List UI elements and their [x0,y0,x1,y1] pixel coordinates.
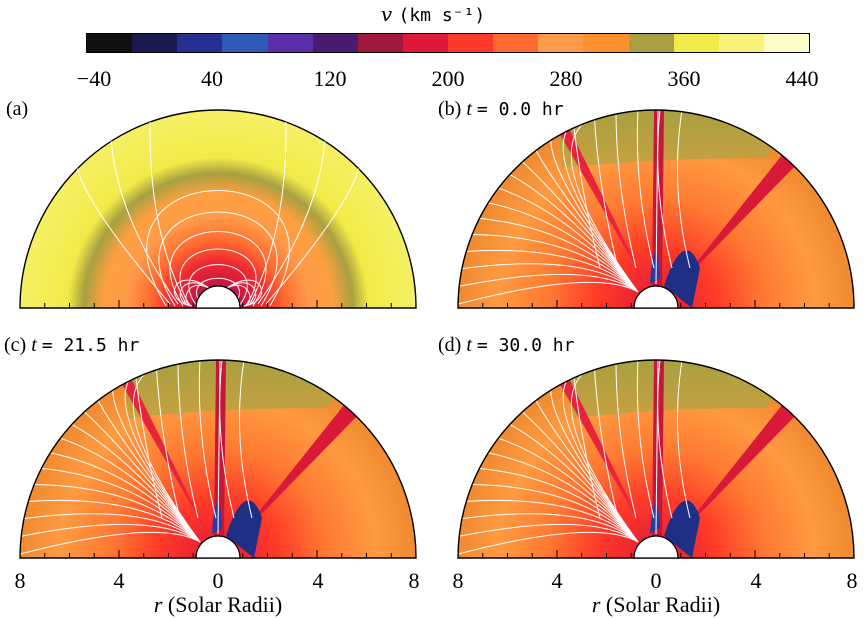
axis-ticks [19,300,417,309]
colorbar-tick-label: 360 [667,66,701,91]
x-tick-right-8b: 8 [846,568,858,593]
panel-c-time-variable: t [31,334,37,356]
field-lines [458,110,691,305]
x-tick-right-8: 8 [452,568,464,593]
colorbar-segment [628,34,674,52]
colorbar-tick-label: 200 [431,66,465,91]
colorbar-segment [718,34,764,52]
velocity-field [20,360,416,558]
colorbar-segment [673,34,719,52]
x-axis-label-right: r (Solar Radii) [592,592,720,618]
colorbar-title-unit: (km s⁻¹) [398,5,486,26]
panel-c-velocity-map [19,359,417,559]
velocity-field [19,109,417,309]
axis-ticks [19,550,417,559]
colorbar-segment [177,34,223,52]
sun-disk [195,535,241,559]
x-axis-label-left: r (Solar Radii) [154,592,282,618]
axis-ticks [457,550,855,559]
colorbar-segment [448,34,494,52]
colorbar-segment [763,34,809,52]
x-tick-right-4b: 4 [750,568,762,593]
x-tick-left-0: 0 [212,568,224,593]
panel-b-time-variable: t [466,98,472,120]
panel-d-letter: (d) [438,334,462,356]
colorbar-tick-label: −40 [76,66,112,91]
colorbar-segment [267,34,313,52]
panel-a-velocity-map [19,109,417,309]
panel-c-letter: (c) [4,334,27,356]
panel-b-time: = 0.0 hr [476,99,564,120]
panel-b-letter: (b) [438,98,462,120]
panel-d-time-variable: t [466,334,472,356]
colorbar-tick-label: 280 [549,66,583,91]
colorbar [86,33,810,53]
x-tick-left-8b: 8 [408,568,420,593]
x-tick-right-0: 0 [650,568,662,593]
colorbar-segment [87,34,133,52]
panel-d-label: (d) t = 30.0 hr [438,334,574,357]
colorbar-segment [583,34,629,52]
colorbar-tick-label: 440 [785,66,819,91]
axis-ticks [457,300,855,309]
colorbar-segment [312,34,358,52]
colorbar-segment [493,34,539,52]
x-axis-label-right-text: (Solar Radii) [605,592,721,617]
panel-d-time: = 30.0 hr [476,335,575,356]
colorbar-segment [402,34,448,52]
velocity-field [458,360,854,558]
x-tick-left-4b: 4 [312,568,324,593]
colorbar-title: v (km s⁻¹) [0,2,866,26]
colorbar-segment [538,34,584,52]
colorbar-segment [222,34,268,52]
x-tick-left-4: 4 [113,568,125,593]
x-tick-left-8: 8 [14,568,26,593]
sun-disk [633,535,679,559]
panel-c-label: (c) t = 21.5 hr [4,334,139,357]
sun-disk [633,285,679,309]
x-tick-right-4: 4 [551,568,563,593]
panel-a-letter: (a) [6,98,29,120]
colorbar-segment [357,34,403,52]
colorbar-segment [132,34,178,52]
panel-b-velocity-map [457,109,855,309]
field-lines [76,121,360,307]
x-axis-label-left-text: (Solar Radii) [167,592,283,617]
field-lines [458,360,691,555]
velocity-field [458,110,854,308]
colorbar-tick-label: 120 [313,66,347,91]
x-axis-label-left-variable: r [153,592,163,617]
panel-d-velocity-map [457,359,855,559]
panel-c-time: = 21.5 hr [41,335,140,356]
sun-disk [195,285,241,309]
colorbar-title-variable: v [380,2,393,26]
x-axis-label-right-variable: r [591,592,601,617]
colorbar-tick-label: 40 [201,66,223,91]
panel-a-label: (a) [6,98,28,121]
panel-b-label: (b) t = 0.0 hr [438,98,564,121]
